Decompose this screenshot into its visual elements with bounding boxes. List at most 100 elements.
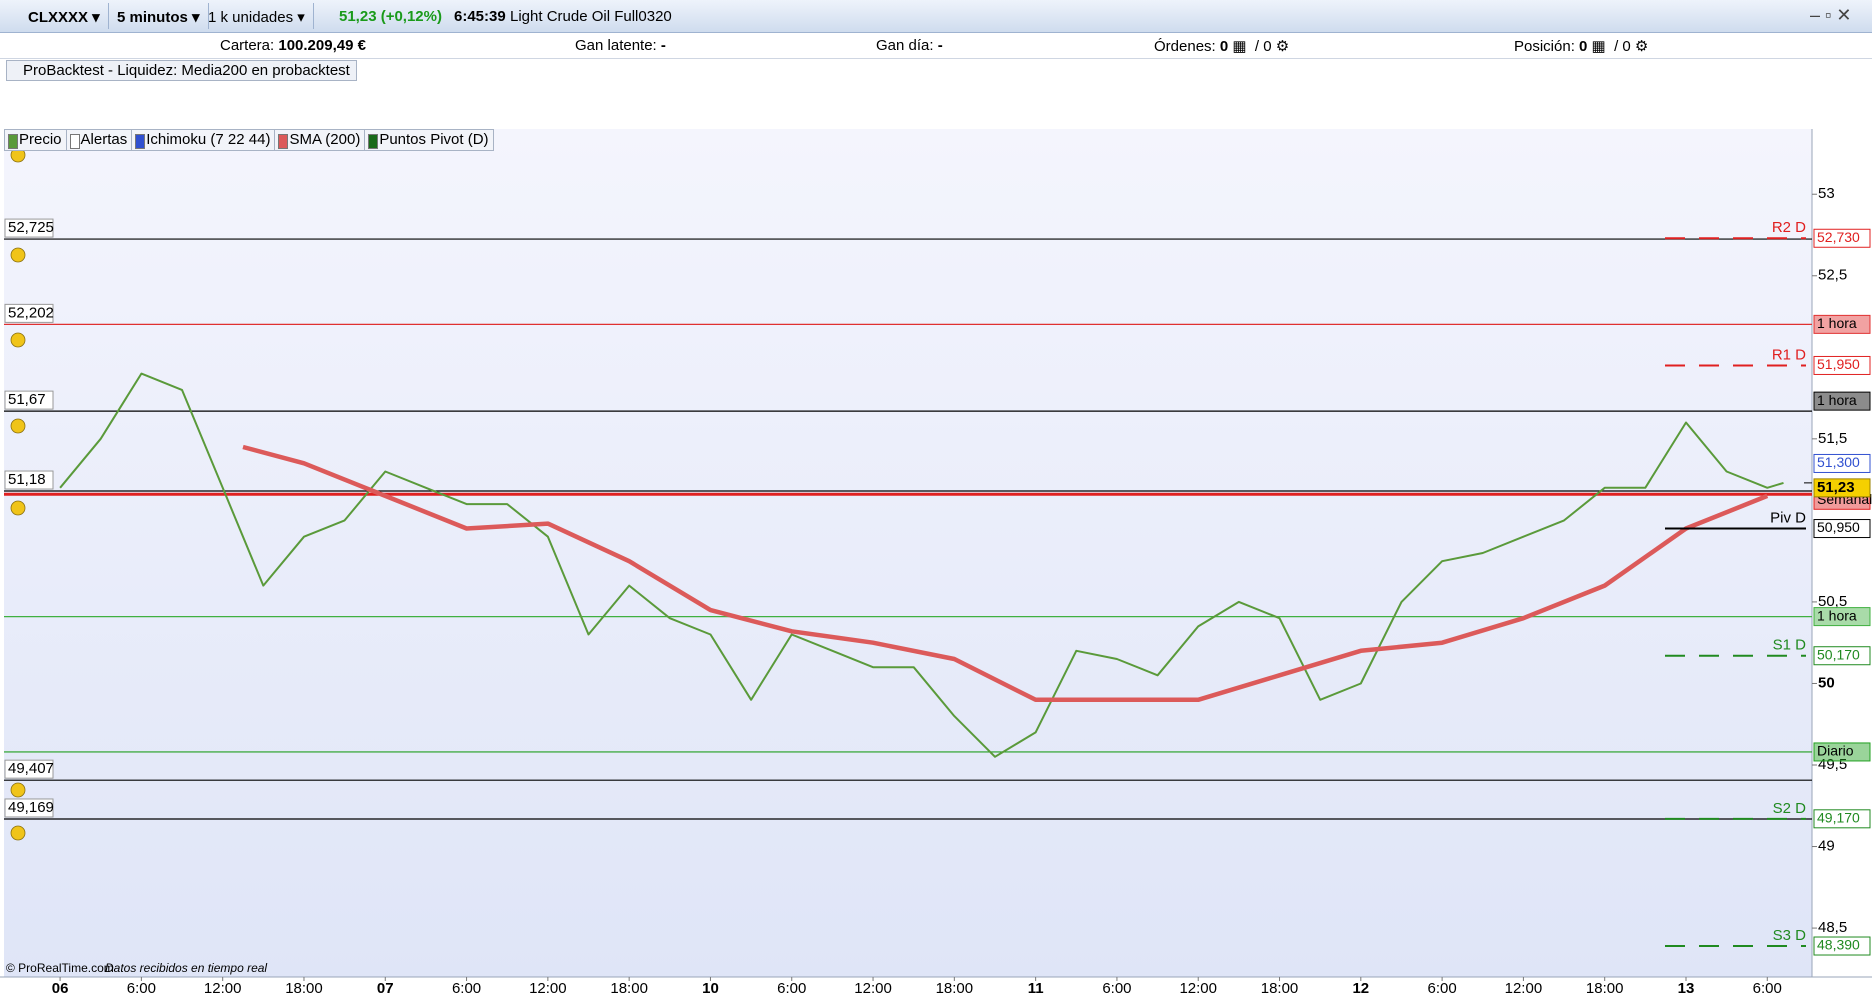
pivot-value: 50,950 bbox=[1817, 519, 1860, 535]
pivot-name: S3 D bbox=[1773, 927, 1807, 944]
y-tick-label: 50,5 bbox=[1818, 593, 1847, 610]
level-label: 52,202 bbox=[8, 304, 54, 321]
symbol-select[interactable]: CLXXXX ▾ bbox=[22, 3, 109, 29]
label: Posición: bbox=[1514, 38, 1575, 55]
units-select[interactable]: 1 k unidades ▾ bbox=[202, 3, 314, 29]
level-label: 51,18 bbox=[8, 471, 46, 488]
pivot-name: R1 D bbox=[1772, 346, 1806, 363]
level-label-box bbox=[4, 218, 54, 238]
x-tick-label: 12:00 bbox=[854, 980, 892, 997]
level-tag: 1 hora bbox=[1817, 392, 1857, 408]
value: 0 bbox=[1219, 38, 1229, 55]
time-axis bbox=[0, 977, 1872, 1000]
x-tick-label: 6:00 bbox=[1753, 980, 1782, 997]
level-label-box bbox=[4, 798, 54, 818]
probacktest-panel: ProBacktest - Liquidez: Media200 en prob… bbox=[0, 59, 1872, 129]
indicator-tab[interactable]: Precio bbox=[4, 129, 67, 151]
value: / 0 bbox=[1254, 38, 1272, 55]
indicator-tab[interactable]: Puntos Pivot (D) bbox=[364, 129, 494, 151]
pivot-value-box bbox=[1813, 355, 1871, 375]
y-tick-label: 49,5 bbox=[1818, 756, 1847, 773]
zone-tag: Diario bbox=[1817, 743, 1854, 759]
x-tick-label: 18:00 bbox=[285, 980, 323, 997]
gan-latente: Gan latente: - bbox=[575, 37, 666, 54]
x-tick-label: 18:00 bbox=[1261, 980, 1299, 997]
pivot-name: S2 D bbox=[1773, 800, 1807, 817]
y-tick-label: 52,5 bbox=[1818, 267, 1847, 284]
copyright: © ProRealTime.com bbox=[6, 961, 114, 975]
pivot-name: R2 D bbox=[1772, 219, 1806, 236]
value: 100.209,49 € bbox=[278, 37, 366, 54]
window-controls[interactable]: – ▫ ✕ bbox=[1810, 5, 1852, 25]
pivot-value: 50,170 bbox=[1817, 646, 1860, 662]
tab-swatch bbox=[368, 134, 379, 149]
value: 0 bbox=[1579, 38, 1588, 55]
x-tick-label: 12:00 bbox=[529, 980, 567, 997]
zone-tag-box bbox=[1813, 607, 1871, 627]
x-tick-label: 11 bbox=[1028, 980, 1044, 997]
y-tick-label: 48,5 bbox=[1818, 919, 1847, 936]
tab-swatch bbox=[8, 134, 18, 149]
x-tick-label: 13 bbox=[1678, 980, 1695, 997]
interval: 5 minutos bbox=[117, 9, 188, 26]
posicion[interactable]: Posición: 0 ▦ / 0 ⚙ bbox=[1514, 38, 1649, 55]
pivot-name: S1 D bbox=[1773, 637, 1807, 654]
level-label-box bbox=[4, 470, 54, 490]
level-tag-box bbox=[1813, 314, 1871, 334]
probacktest-label[interactable]: ProBacktest - Liquidez: Media200 en prob… bbox=[6, 60, 357, 81]
zone-tag: 1 hora bbox=[1817, 607, 1857, 623]
label: Órdenes: bbox=[1154, 38, 1216, 55]
units: 1 k unidades bbox=[208, 9, 294, 26]
quote: 51,23 (+0,12%) bbox=[339, 8, 442, 25]
pivot-value: 49,170 bbox=[1817, 810, 1860, 826]
pivot-value: 51,950 bbox=[1817, 356, 1860, 372]
interval-select[interactable]: 5 minutos ▾ bbox=[111, 3, 209, 29]
pivot-value: 48,390 bbox=[1817, 937, 1860, 953]
label: Cartera: bbox=[220, 37, 275, 54]
x-tick-label: 18:00 bbox=[610, 980, 648, 997]
x-tick-label: 18:00 bbox=[936, 980, 974, 997]
status: Datos recibidos en tiempo real bbox=[105, 961, 267, 975]
value: / 0 bbox=[1614, 38, 1631, 55]
tab-swatch bbox=[135, 134, 146, 149]
quote-time: 6:45:39 bbox=[454, 8, 506, 25]
x-tick-label: 6:00 bbox=[1102, 980, 1131, 997]
label: Gan día: bbox=[876, 37, 934, 54]
pivot-value-box bbox=[1813, 936, 1871, 956]
label: Gan latente: bbox=[575, 37, 657, 54]
indicator-tab[interactable]: Alertas bbox=[65, 129, 133, 151]
x-tick-label: 12:00 bbox=[204, 980, 242, 997]
level-label: 52,725 bbox=[8, 219, 54, 236]
plot-area bbox=[4, 129, 1812, 977]
value: - bbox=[660, 37, 666, 54]
current-price-box bbox=[1813, 478, 1871, 498]
indicator-value-box bbox=[1813, 453, 1871, 473]
indicator-tab[interactable]: SMA (200) bbox=[274, 129, 366, 151]
level-label: 51,67 bbox=[8, 391, 46, 408]
indicator-tabs: Precio Alertas Ichimoku (7 22 44) SMA (200)… bbox=[4, 129, 494, 151]
y-tick-label: 53 bbox=[1818, 185, 1835, 202]
instrument: Light Crude Oil Full0320 bbox=[510, 8, 672, 25]
level-label-box bbox=[4, 390, 54, 410]
x-tick-label: 6:00 bbox=[452, 980, 481, 997]
pivot-value: 52,730 bbox=[1817, 229, 1860, 245]
symbol: CLXXXX bbox=[28, 9, 89, 26]
indicator-tab[interactable]: Ichimoku (7 22 44) bbox=[131, 129, 276, 151]
x-tick-label: 12:00 bbox=[1505, 980, 1543, 997]
level-label: 49,407 bbox=[8, 760, 54, 777]
x-tick-label: 6:00 bbox=[1428, 980, 1457, 997]
price-axis bbox=[1812, 129, 1872, 977]
ordenes[interactable]: Órdenes: 0 ▦ / 0 ⚙ bbox=[1154, 38, 1290, 55]
pivot-value-box bbox=[1813, 646, 1871, 666]
alert-bells bbox=[10, 147, 26, 841]
x-tick-label: 10 bbox=[702, 980, 719, 997]
plot bbox=[4, 238, 1812, 820]
gan-dia: Gan día: - bbox=[876, 37, 943, 54]
level-label-box bbox=[4, 303, 54, 323]
toolbar: CLXXXX ▾ 5 minutos ▾ 1 k unidades ▾ 51,2… bbox=[0, 0, 1872, 33]
account-bar: Cartera: 100.209,49 € Gan latente: - Gan… bbox=[0, 33, 1872, 59]
sma-line bbox=[242, 444, 1769, 703]
x-tick-label: 12:00 bbox=[1179, 980, 1217, 997]
